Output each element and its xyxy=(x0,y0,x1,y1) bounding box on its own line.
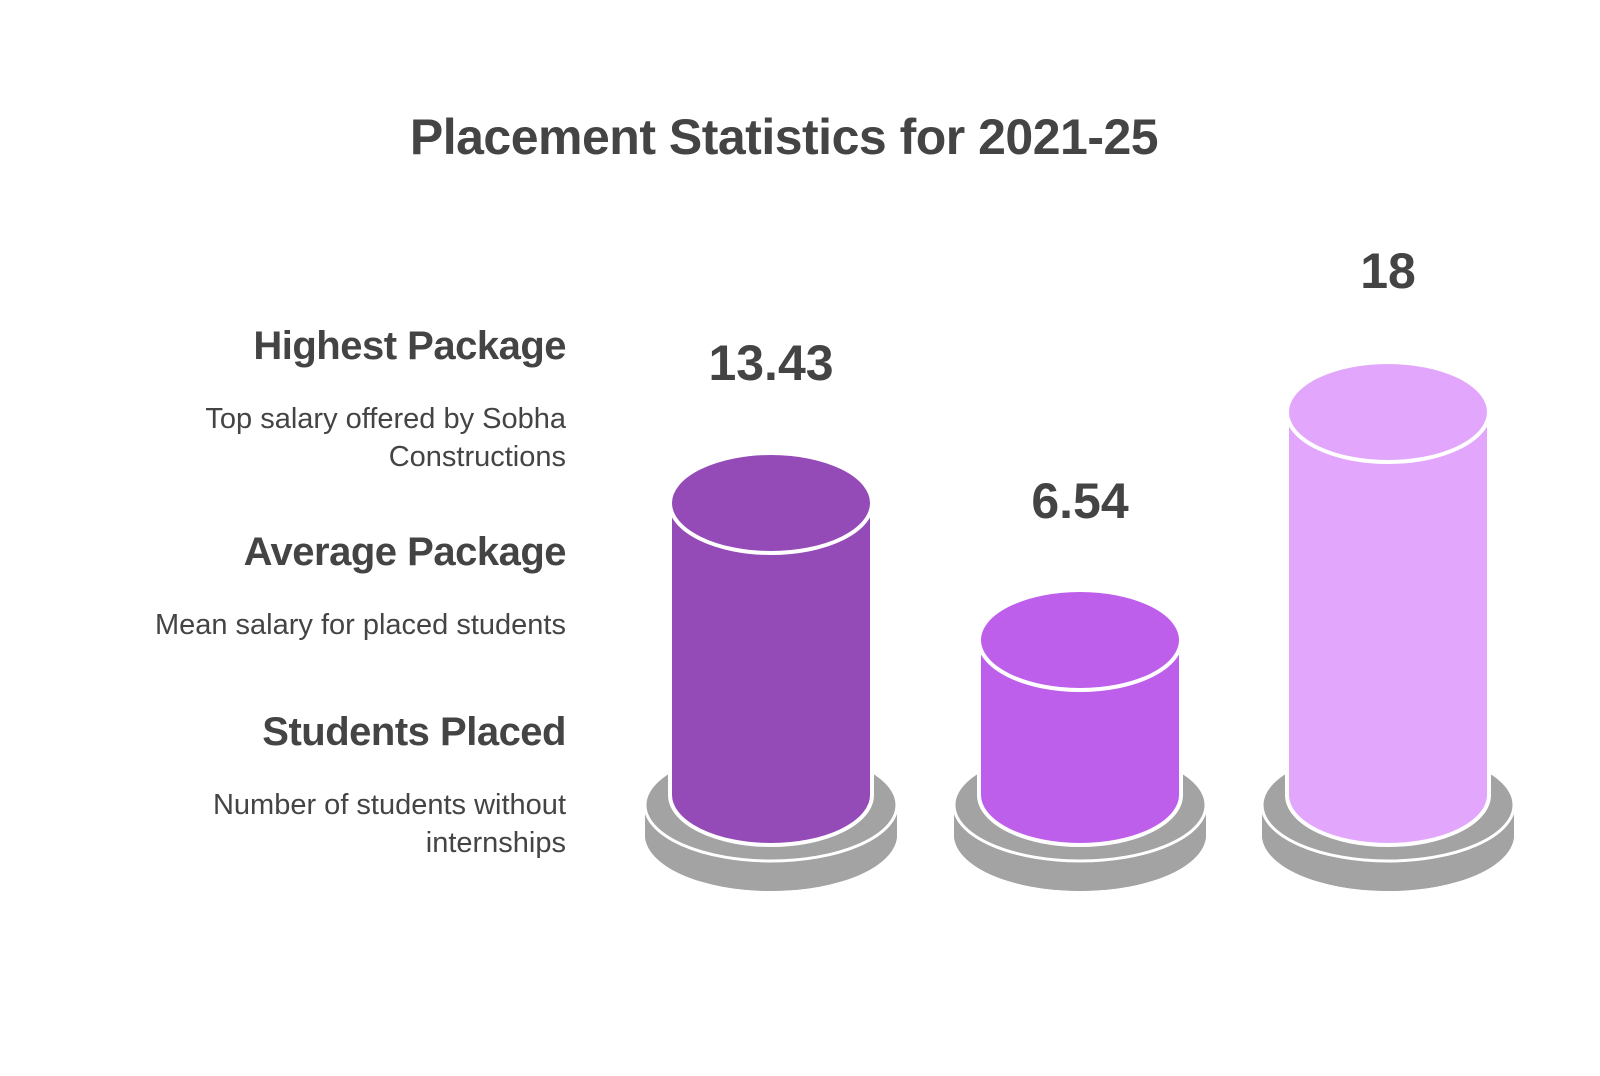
legend-description: Top salary offered by Sobha Construction… xyxy=(205,403,566,473)
cylinder xyxy=(1285,360,1491,847)
bar-students-placed: 18 xyxy=(1260,243,1516,891)
value-label: 6.54 xyxy=(1031,473,1129,529)
cylinder xyxy=(668,451,874,847)
cylinder xyxy=(977,588,1183,847)
legend-description: Mean salary for placed students xyxy=(154,609,566,641)
legend-heading: Highest Package xyxy=(253,324,566,368)
bar-highest-package: 13.43 xyxy=(643,335,899,891)
legend-heading: Students Placed xyxy=(262,710,566,754)
chart-title: Placement Statistics for 2021-25 xyxy=(409,109,1159,165)
legend-description: Number of students without internships xyxy=(212,789,566,859)
legend-item-highest-package: Highest Package Top salary offered by So… xyxy=(46,322,566,476)
legend-item-average-package: Average Package Mean salary for placed s… xyxy=(46,528,567,644)
legend-heading: Average Package xyxy=(243,530,567,574)
bar-average-package: 6.54 xyxy=(952,473,1208,891)
value-label: 18 xyxy=(1360,243,1416,299)
value-label: 13.43 xyxy=(708,335,833,391)
legend-item-students-placed: Students Placed Number of students witho… xyxy=(46,708,567,862)
